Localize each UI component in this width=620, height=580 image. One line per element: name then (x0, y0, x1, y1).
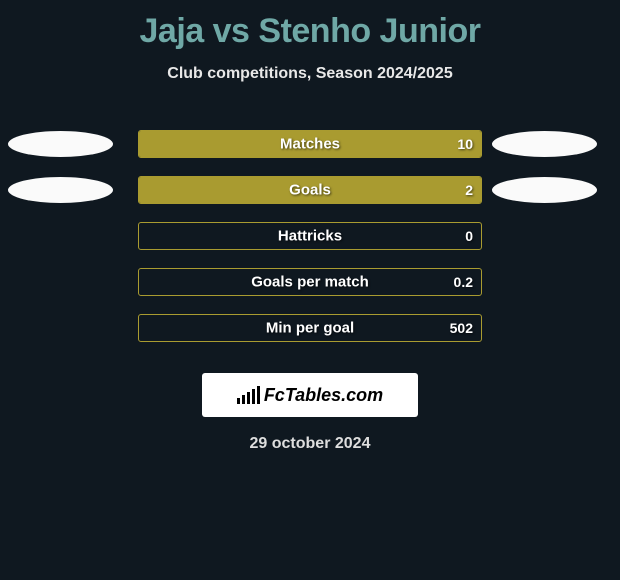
stat-bar: Goals 2 (138, 176, 482, 204)
player-avatar-left (8, 177, 113, 203)
stat-label: Hattricks (139, 228, 481, 245)
player-avatar-right (492, 131, 597, 157)
brand-logo: FcTables.com (202, 373, 418, 417)
stat-bar: Matches 10 (138, 130, 482, 158)
stat-row: Hattricks 0 (0, 213, 620, 259)
stat-row: Goals 2 (0, 167, 620, 213)
stat-label: Goals (139, 182, 481, 199)
brand-label: FcTables.com (264, 385, 383, 406)
stat-label: Goals per match (139, 274, 481, 291)
stat-value: 0.2 (454, 274, 473, 290)
stat-bar: Min per goal 502 (138, 314, 482, 342)
stats-container: Matches 10 Goals 2 Hattricks 0 Goals per… (0, 121, 620, 351)
stat-row: Min per goal 502 (0, 305, 620, 351)
page-title: Jaja vs Stenho Junior (0, 0, 620, 51)
player-avatar-left (8, 131, 113, 157)
stat-bar: Goals per match 0.2 (138, 268, 482, 296)
stat-row: Matches 10 (0, 121, 620, 167)
stat-label: Matches (139, 136, 481, 153)
stat-value: 0 (465, 228, 473, 244)
subtitle: Club competitions, Season 2024/2025 (0, 65, 620, 83)
date-label: 29 october 2024 (0, 435, 620, 453)
stat-row: Goals per match 0.2 (0, 259, 620, 305)
stat-value: 502 (450, 320, 473, 336)
stat-label: Min per goal (139, 320, 481, 337)
stat-value: 10 (457, 136, 473, 152)
stat-value: 2 (465, 182, 473, 198)
player-avatar-right (492, 177, 597, 203)
chart-icon (237, 386, 260, 404)
stat-bar: Hattricks 0 (138, 222, 482, 250)
